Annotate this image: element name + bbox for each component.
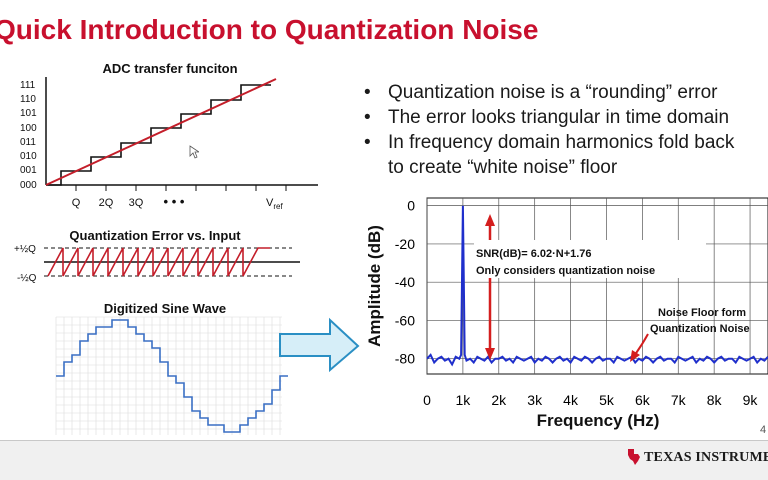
x-tick-label: 5k — [599, 392, 615, 408]
footer-divider — [0, 440, 768, 441]
texas-state-logo-icon — [628, 449, 640, 465]
x-tick-label: 7k — [671, 392, 687, 408]
x-tick-ellipsis: • • • — [164, 194, 185, 209]
arrow-up-icon — [485, 214, 495, 226]
y-tick-label: -20 — [395, 236, 415, 252]
code-label: 110 — [20, 94, 36, 105]
quant-error-panel: Quantization Error vs. Input +½Q -½Q — [14, 228, 300, 284]
x-tick-label: 4k — [563, 392, 579, 408]
adc-ideal-line — [45, 78, 277, 186]
x-tick-label: 6k — [635, 392, 651, 408]
series-line — [426, 205, 768, 367]
bullet-list: • Quantization noise is a “rounding” erro… — [362, 80, 768, 180]
arrow-head-icon — [630, 350, 640, 362]
x-tick-label: 2k — [491, 392, 507, 408]
adc-transfer-panel: ADC transfer funciton 111 110 101 100 01… — [20, 61, 318, 211]
error-sawtooth — [47, 247, 270, 277]
x-tick-label: 8k — [707, 392, 723, 408]
x-tick-label: 3k — [527, 392, 543, 408]
noise-floor-label: Noise Floor form — [658, 307, 746, 319]
code-label: 011 — [20, 137, 36, 148]
bullet-item: to create “white noise” floor — [362, 155, 768, 180]
footer-bar — [0, 440, 768, 480]
y-tick-labels: 0 -20 -40 -60 -80 — [395, 198, 415, 367]
bullet-item: • Quantization noise is a “rounding” erro… — [362, 80, 768, 105]
page-number: 4 — [760, 424, 767, 436]
y-tick-label: 0 — [407, 198, 415, 214]
code-label: 001 — [20, 165, 37, 176]
x-tick-3q: 3Q — [129, 197, 144, 209]
bullet-text: In frequency domain harmonics fold back — [388, 132, 735, 153]
snr-label-bg — [474, 240, 706, 278]
arrow-to-fft — [279, 317, 360, 373]
x-tick-label: 0 — [423, 392, 431, 408]
slide-title: Quick Introduction to Quantization Noise — [0, 14, 539, 45]
mouse-cursor-icon — [189, 145, 199, 159]
code-label: 100 — [20, 123, 37, 134]
x-tick-labels: 0 1k 2k 3k 4k 5k 6k 7k 8k 9k — [423, 392, 758, 408]
code-label: 101 — [20, 108, 37, 119]
x-tick-2q: 2Q — [99, 197, 114, 209]
sine-title: Digitized Sine Wave — [104, 301, 226, 316]
bullet-text: Quantization noise is a “rounding” error — [388, 82, 718, 103]
error-title: Quantization Error vs. Input — [69, 228, 241, 243]
ti-brand-text: TEXAS INSTRUMENTS — [644, 450, 768, 465]
fft-chart: 0 -20 -40 -60 -80 0 1k 2k 3k 4k 5k 6k 7k 8k 9k SNR(dB… — [365, 197, 768, 430]
minus-half-q-label: -½Q — [17, 273, 37, 284]
sine-staircase — [56, 319, 288, 433]
arrow-down-icon — [485, 348, 495, 360]
y-tick-label: -80 — [395, 351, 415, 367]
bullet-dot: • — [364, 132, 371, 153]
sine-grid — [55, 316, 282, 435]
y-axis-label: Amplitude (dB) — [365, 225, 384, 347]
snr-formula: SNR(dB)= 6.02·N+1.76 — [476, 248, 592, 260]
bullet-dot: • — [364, 107, 371, 128]
code-label: 111 — [20, 80, 36, 91]
y-tick-label: -40 — [395, 274, 415, 290]
noise-floor-label-2: Quantization Noise — [650, 323, 750, 335]
x-tick-q: Q — [72, 197, 81, 209]
bullet-item: • In frequency domain harmonics fold back — [362, 130, 768, 155]
bullet-item: • The error looks triangular in time doma… — [362, 105, 768, 130]
bullet-text: The error looks triangular in time domai… — [388, 107, 730, 128]
adc-title: ADC transfer funciton — [102, 61, 237, 76]
vref-label: Vref — [266, 197, 283, 211]
plot-area — [426, 197, 768, 375]
x-axis-label: Frequency (Hz) — [537, 411, 660, 430]
right-arrow-icon — [279, 317, 360, 373]
x-tick-label: 1k — [455, 392, 471, 408]
ti-logo: TEXAS INSTRUMENTS — [626, 447, 768, 471]
x-tick-label: 9k — [743, 392, 759, 408]
bullet-dot: • — [364, 82, 371, 103]
plus-half-q-label: +½Q — [14, 244, 36, 255]
left-diagrams: ADC transfer funciton 111 110 101 100 01… — [14, 61, 318, 435]
code-label: 010 — [20, 151, 37, 162]
y-tick-label: -60 — [395, 312, 415, 328]
snr-note: Only considers quantization noise — [476, 265, 655, 277]
bullet-text: to create “white noise” floor — [388, 157, 618, 178]
sine-panel: Digitized Sine Wave — [55, 301, 288, 435]
code-label: 000 — [20, 180, 37, 191]
